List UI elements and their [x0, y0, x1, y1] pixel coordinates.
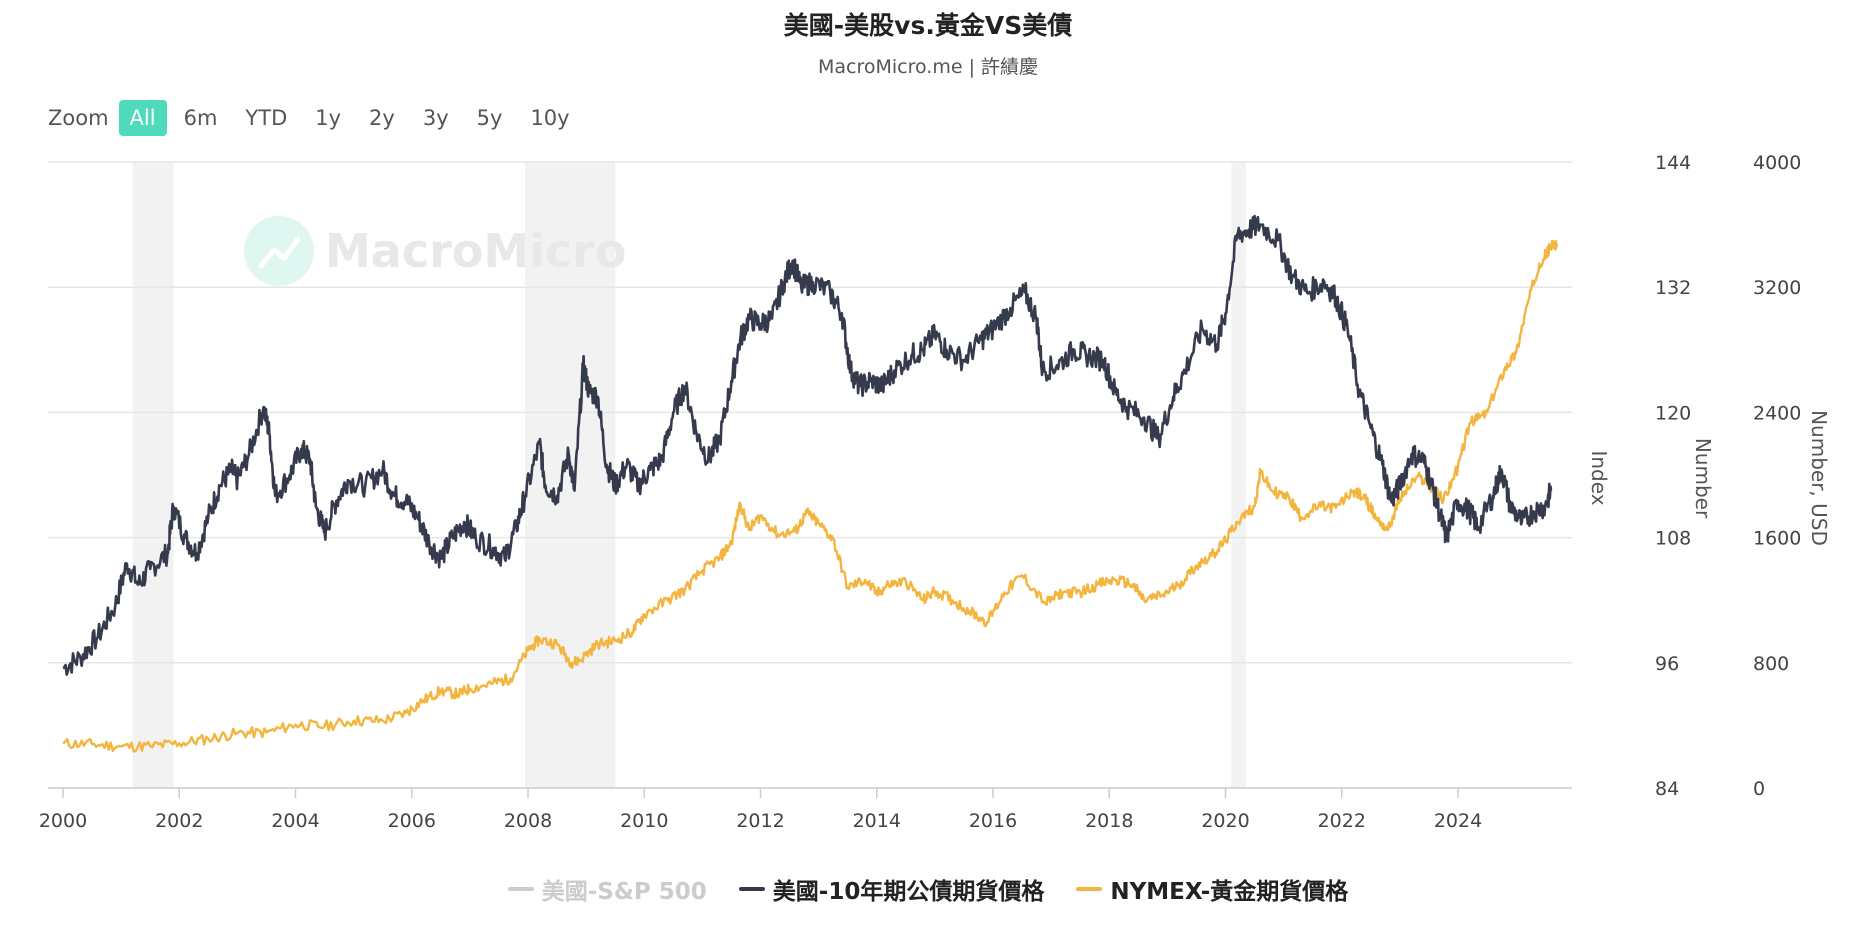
x-axis: 2000 2002 2004 2006 2008 2010 2012 2014 2016 2018… — [39, 788, 1482, 832]
x-tick-2018: 2018 — [1085, 810, 1133, 832]
recession-band-2 — [1231, 162, 1246, 788]
x-tick-2020: 2020 — [1201, 810, 1249, 832]
legend: 美國-S&P 500 美國-10年期公債期貨價格 NYMEX-黃金期貨價格 — [0, 872, 1856, 906]
series-lines — [62, 214, 1558, 753]
series-line-gold[interactable] — [62, 239, 1558, 753]
x-tick-2006: 2006 — [388, 810, 436, 832]
x-tick-2016: 2016 — [969, 810, 1017, 832]
x-tick-2024: 2024 — [1434, 810, 1482, 832]
legend-swatch-treasury — [738, 887, 765, 891]
y-tick-index-144: 144 — [1655, 152, 1691, 174]
recession-band-0 — [132, 162, 174, 788]
chart-logo-icon — [244, 216, 314, 286]
x-tick-2008: 2008 — [504, 810, 552, 832]
legend-label-sp500: 美國-S&P 500 — [541, 879, 707, 905]
y-axis-usd: 4000 3200 2400 1600 800 0 — [1753, 152, 1801, 800]
axis-title-number: Number — [1691, 438, 1715, 519]
zoom-bar: Zoom All 6m YTD 1y 2y 3y 5y 10y — [48, 100, 587, 136]
legend-swatch-gold — [1076, 887, 1103, 891]
y-tick-usd-800: 800 — [1753, 653, 1789, 675]
y-tick-index-120: 120 — [1655, 402, 1691, 424]
chart-title: 美國-美股vs.黃金VS美債 — [783, 11, 1073, 40]
y-tick-usd-1600: 1600 — [1753, 528, 1801, 550]
zoom-button-5y[interactable]: 5y — [476, 106, 503, 130]
x-tick-2014: 2014 — [853, 810, 901, 832]
x-tick-2010: 2010 — [620, 810, 668, 832]
zoom-button-all[interactable]: All — [118, 100, 167, 136]
zoom-button-ytd[interactable]: YTD — [245, 106, 288, 130]
x-tick-2004: 2004 — [271, 810, 319, 832]
y-axis-index: 144 132 120 108 96 84 — [1655, 152, 1691, 800]
legend-swatch-sp500 — [507, 887, 534, 891]
y-tick-usd-0: 0 — [1753, 778, 1765, 800]
zoom-label: Zoom — [48, 106, 109, 130]
x-tick-2012: 2012 — [736, 810, 784, 832]
x-tick-2000: 2000 — [39, 810, 87, 832]
y-tick-usd-4000: 4000 — [1753, 152, 1801, 174]
y-tick-usd-2400: 2400 — [1753, 402, 1801, 424]
series-line-treasury[interactable] — [62, 214, 1553, 676]
legend-label-gold: NYMEX-黃金期貨價格 — [1110, 879, 1349, 905]
x-tick-2022: 2022 — [1318, 810, 1366, 832]
watermark: MacroMicro — [244, 216, 626, 286]
legend-item-treasury[interactable]: 美國-10年期公債期貨價格 — [738, 872, 1045, 906]
y-tick-usd-3200: 3200 — [1753, 277, 1801, 299]
watermark-text: MacroMicro — [325, 224, 626, 278]
legend-label-treasury: 美國-10年期公債期貨價格 — [772, 879, 1045, 905]
x-tick-2002: 2002 — [155, 810, 203, 832]
zoom-button-2y[interactable]: 2y — [369, 106, 395, 130]
zoom-button-6m[interactable]: 6m — [183, 106, 218, 130]
zoom-button-3y[interactable]: 3y — [422, 106, 449, 130]
y-tick-index-84: 84 — [1655, 778, 1679, 800]
legend-item-gold[interactable]: NYMEX-黃金期貨價格 — [1076, 872, 1348, 906]
y-tick-index-132: 132 — [1655, 277, 1691, 299]
y-tick-index-96: 96 — [1655, 653, 1679, 675]
axis-title-index: Index — [1587, 450, 1611, 505]
zoom-button-1y[interactable]: 1y — [315, 106, 342, 130]
axis-title-usd: Number, USD — [1807, 410, 1831, 546]
chart-subtitle: MacroMicro.me | 許績慶 — [817, 56, 1039, 78]
grid-lines — [48, 161, 1572, 789]
zoom-button-10y[interactable]: 10y — [530, 106, 570, 130]
y-tick-index-108: 108 — [1655, 528, 1691, 550]
legend-item-sp500[interactable]: 美國-S&P 500 — [507, 872, 707, 906]
